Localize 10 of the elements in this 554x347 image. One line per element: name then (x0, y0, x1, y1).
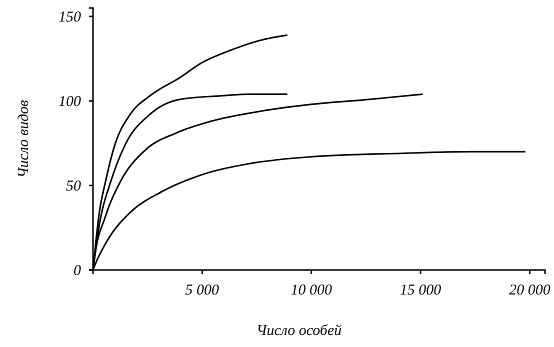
x-tick-label: 15 000 (400, 282, 442, 299)
x-tick-label: 5 000 (185, 282, 220, 299)
y-tick-label: 150 (58, 9, 82, 26)
x-tick-label: 20 000 (509, 282, 551, 299)
y-tick-label: 100 (58, 94, 82, 110)
x-tick-label: 10 000 (290, 282, 332, 299)
y-tick-label: 0 (74, 262, 82, 279)
x-axis-title: Число особей (256, 323, 342, 339)
y-tick-label: 50 (66, 178, 82, 194)
y-axis-title: Число видов (16, 99, 32, 178)
